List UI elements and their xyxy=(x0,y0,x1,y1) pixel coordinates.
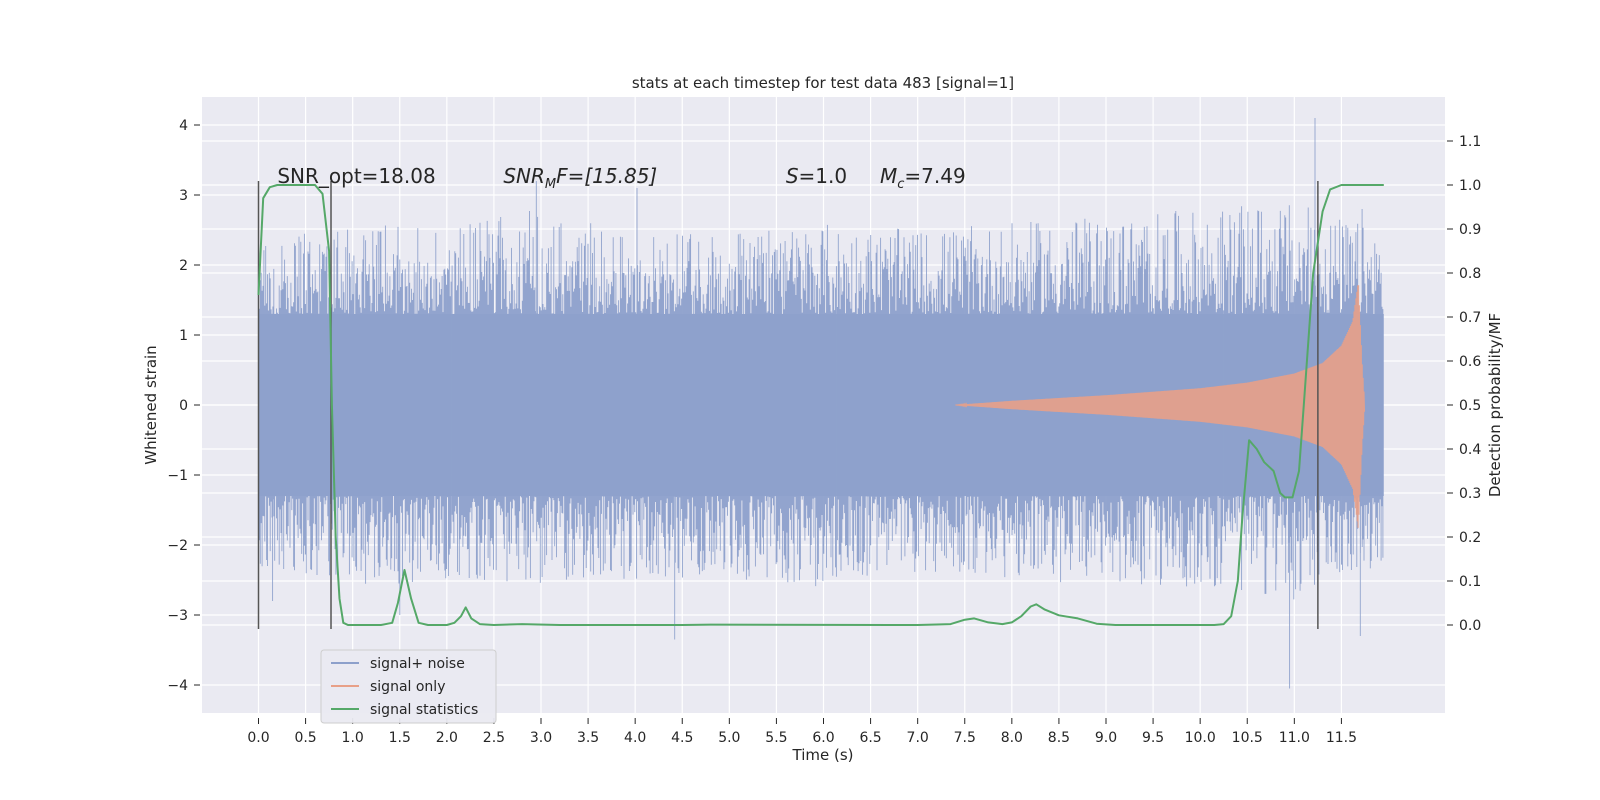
y-right-tick-label: 0.8 xyxy=(1459,266,1481,282)
legend: signal+ noise signal only signal statist… xyxy=(320,649,497,724)
x-tick-label: 9.0 xyxy=(1095,730,1117,746)
annotation-3: Mc=7.49 xyxy=(880,164,966,192)
y-tick-label: −4 xyxy=(167,678,188,694)
x-tick-label: 4.5 xyxy=(671,730,693,746)
y-tick-label: 0 xyxy=(179,398,188,414)
tick-labels: 0.0 0.5 1.0 1.5 2.0 2.5 3.0 3.5 4.0 4.5 5.0 5.5 6.0 6… xyxy=(167,118,1481,746)
x-tick-label: 6.5 xyxy=(859,730,881,746)
x-axis-label: Time (s) xyxy=(792,746,854,764)
x-tick-label: 4.0 xyxy=(624,730,646,746)
y-tick-label: −3 xyxy=(167,608,188,624)
y-right-tick-label: 0.6 xyxy=(1459,354,1481,370)
x-tick-label: 10.0 xyxy=(1185,730,1216,746)
legend-label-signal-plus-noise: signal+ noise xyxy=(370,656,465,672)
y-tick-label: −2 xyxy=(167,538,188,554)
annotation-0: SNR_opt=18.08 xyxy=(277,164,435,188)
x-tick-label: 7.0 xyxy=(907,730,929,746)
x-tick-label: 8.0 xyxy=(1001,730,1023,746)
legend-box xyxy=(320,649,497,724)
signal-only-series xyxy=(955,285,1366,528)
y-right-axis-label: Detection probability/MF xyxy=(1486,313,1504,497)
x-tick-label: 1.5 xyxy=(389,730,411,746)
x-tick-label: 11.0 xyxy=(1279,730,1310,746)
y-tick-label: 3 xyxy=(179,188,188,204)
y-tick-label: 1 xyxy=(179,328,188,344)
x-tick-label: 6.0 xyxy=(812,730,834,746)
x-tick-label: 7.5 xyxy=(954,730,976,746)
x-tick-label: 2.0 xyxy=(436,730,458,746)
x-tick-label: 10.5 xyxy=(1232,730,1263,746)
y-tick-label: 2 xyxy=(179,258,188,274)
y-right-tick-label: 0.0 xyxy=(1459,618,1481,634)
signal-only-line xyxy=(955,285,1366,528)
annotation-2: S=1.0 xyxy=(786,164,847,188)
x-tick-label: 11.5 xyxy=(1326,730,1357,746)
annotation-1: SNRMF=[15.85] xyxy=(503,164,657,192)
y-axis-label: Whitened strain xyxy=(142,345,160,464)
y-right-tick-label: 0.5 xyxy=(1459,398,1481,414)
y-right-tick-label: 0.9 xyxy=(1459,222,1481,238)
x-tick-label: 3.5 xyxy=(577,730,599,746)
signal-statistics-series xyxy=(257,184,1384,626)
x-tick-label: 0.5 xyxy=(294,730,316,746)
y-right-tick-label: 0.1 xyxy=(1459,574,1481,590)
x-tick-label: 8.5 xyxy=(1048,730,1070,746)
y-tick-label: 4 xyxy=(179,118,188,134)
y-right-tick-label: 0.2 xyxy=(1459,530,1481,546)
y-right-tick-label: 1.0 xyxy=(1459,178,1481,194)
legend-label-signal-only: signal only xyxy=(370,679,445,695)
annotations: SNR_opt=18.08 SNRMF=[15.85] S=1.0 Mc=7.49 xyxy=(277,164,965,192)
y-right-tick-label: 0.3 xyxy=(1459,486,1481,502)
x-tick-label: 2.5 xyxy=(483,730,505,746)
y-right-tick-label: 0.4 xyxy=(1459,442,1481,458)
y-right-tick-label: 0.7 xyxy=(1459,310,1481,326)
signal-statistics-line xyxy=(257,184,1384,626)
x-tick-label: 9.5 xyxy=(1142,730,1164,746)
y-right-tick-label: 1.1 xyxy=(1459,134,1481,150)
legend-label-signal-statistics: signal statistics xyxy=(370,702,478,718)
chart-title: stats at each timestep for test data 483… xyxy=(632,74,1014,92)
x-tick-label: 1.0 xyxy=(342,730,364,746)
x-tick-label: 0.0 xyxy=(247,730,269,746)
x-tick-label: 5.5 xyxy=(765,730,787,746)
y-tick-label: −1 xyxy=(167,468,188,484)
x-tick-label: 3.0 xyxy=(530,730,552,746)
x-tick-label: 5.0 xyxy=(718,730,740,746)
